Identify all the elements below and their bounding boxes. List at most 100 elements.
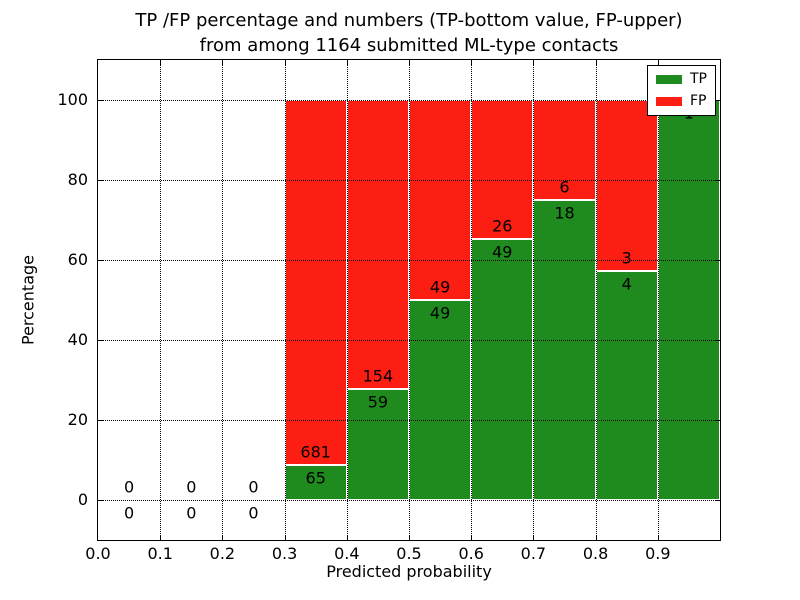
x-tick-mark-top <box>346 60 348 65</box>
legend-label: TP <box>690 71 707 87</box>
tp-count-label: 65 <box>305 468 326 488</box>
bar-segment-fp <box>533 100 596 200</box>
y-tick-mark <box>98 420 103 421</box>
x-tick-mark-top <box>160 60 162 65</box>
tp-count-label: 18 <box>554 203 575 223</box>
tp-count-label: 4 <box>621 274 632 294</box>
y-tick-mark-right <box>715 180 720 181</box>
x-tick-mark-top <box>595 60 597 65</box>
fp-count-label: 3 <box>621 248 632 268</box>
fp-count-label: 0 <box>186 477 197 497</box>
x-tick-label: 0.3 <box>271 544 298 563</box>
y-tick-label: 100 <box>57 90 88 109</box>
y-tick-label: 0 <box>77 490 88 509</box>
tp-count-label: 59 <box>367 392 389 412</box>
y-tick-label: 20 <box>67 410 88 429</box>
gridline-horizontal <box>98 260 720 261</box>
gridline-horizontal <box>98 180 720 181</box>
y-tick-mark-right <box>715 340 720 341</box>
y-tick-mark <box>98 340 103 341</box>
tp-count-label: 0 <box>248 503 259 523</box>
bar-segment-tp <box>409 300 472 500</box>
x-tick-mark <box>222 535 224 540</box>
bar-segment-tp <box>346 389 409 500</box>
tp-count-label: 49 <box>429 303 451 323</box>
fp-count-label: 49 <box>429 277 451 297</box>
fp-count-label: 154 <box>362 366 394 386</box>
y-tick-mark-right <box>715 500 720 501</box>
x-tick-label: 0.8 <box>582 544 609 563</box>
bar-segment-fp <box>409 100 472 300</box>
x-tick-mark-top <box>409 60 410 65</box>
y-tick-mark <box>98 500 103 501</box>
gridline-horizontal <box>98 500 720 501</box>
bar-segment-tp <box>471 238 534 500</box>
x-axis-label: Predicted probability <box>326 562 492 581</box>
bar-segment-fp <box>284 100 347 466</box>
y-tick-label: 80 <box>67 170 88 189</box>
gridline-vertical <box>533 60 535 540</box>
bar-segment-tp <box>284 465 347 500</box>
x-tick-label: 0.5 <box>396 544 422 563</box>
fp-count-label: 26 <box>492 216 513 236</box>
tp-legend-swatch <box>656 75 682 84</box>
gridline-vertical <box>657 60 659 540</box>
x-tick-mark-top <box>471 60 473 65</box>
x-tick-mark-top <box>533 60 535 65</box>
tp-count-label: 0 <box>124 503 135 523</box>
legend-item: TP <box>656 72 707 87</box>
y-tick-mark-right <box>715 420 720 421</box>
x-tick-mark-top <box>657 60 659 65</box>
bar-segment-tp <box>595 271 658 500</box>
gridline-horizontal <box>98 420 720 421</box>
fp-count-label: 0 <box>248 477 259 497</box>
bar-segment-fp <box>595 100 658 272</box>
x-tick-label: 0.9 <box>645 544 671 563</box>
tp-count-label: 49 <box>492 242 513 262</box>
x-tick-mark <box>657 535 659 540</box>
bar-segment-fp <box>346 100 409 390</box>
y-tick-mark <box>98 180 103 181</box>
tp-count-label: 0 <box>186 503 197 523</box>
y-tick-label: 40 <box>67 330 88 349</box>
y-tick-label: 60 <box>67 250 88 269</box>
x-tick-label: 0.6 <box>458 544 484 563</box>
x-tick-mark <box>595 535 597 540</box>
y-tick-mark <box>98 260 103 261</box>
chart-title-line1: TP /FP percentage and numbers (TP-bottom… <box>135 10 683 31</box>
gridline-vertical <box>595 60 597 540</box>
chart-title-line2: from among 1164 submitted ML-type contac… <box>199 35 619 56</box>
gridline-horizontal <box>98 340 720 341</box>
legend-item: FP <box>656 94 707 109</box>
x-tick-label: 0.7 <box>520 544 547 563</box>
chart-title: TP /FP percentage and numbers (TP-bottom… <box>89 8 729 58</box>
bar-segment-tp <box>533 200 596 500</box>
bar-segment-tp <box>657 100 720 500</box>
fp-count-label: 6 <box>559 177 570 197</box>
x-tick-label: 0.0 <box>85 544 111 563</box>
gridline-vertical <box>471 60 473 540</box>
x-tick-mark <box>160 535 162 540</box>
x-tick-label: 0.2 <box>209 544 236 563</box>
x-tick-mark-top <box>222 60 224 65</box>
gridline-vertical <box>160 60 162 540</box>
gridline-vertical <box>222 60 224 540</box>
x-tick-mark <box>533 535 535 540</box>
x-tick-label: 0.4 <box>334 544 360 563</box>
x-tick-mark <box>471 535 473 540</box>
gridline-vertical <box>284 60 286 540</box>
x-tick-mark <box>409 535 410 540</box>
y-tick-mark <box>98 100 103 101</box>
x-tick-label: 0.1 <box>147 544 173 563</box>
legend-label: FP <box>690 93 707 109</box>
gridline-horizontal <box>98 100 720 101</box>
x-tick-mark <box>346 535 348 540</box>
fp-legend-swatch <box>656 97 682 106</box>
y-tick-mark-right <box>715 100 720 101</box>
fp-count-label: 681 <box>300 442 331 462</box>
fp-count-label: 0 <box>124 477 135 497</box>
x-tick-mark-top <box>284 60 286 65</box>
legend: TP FP <box>647 65 716 116</box>
